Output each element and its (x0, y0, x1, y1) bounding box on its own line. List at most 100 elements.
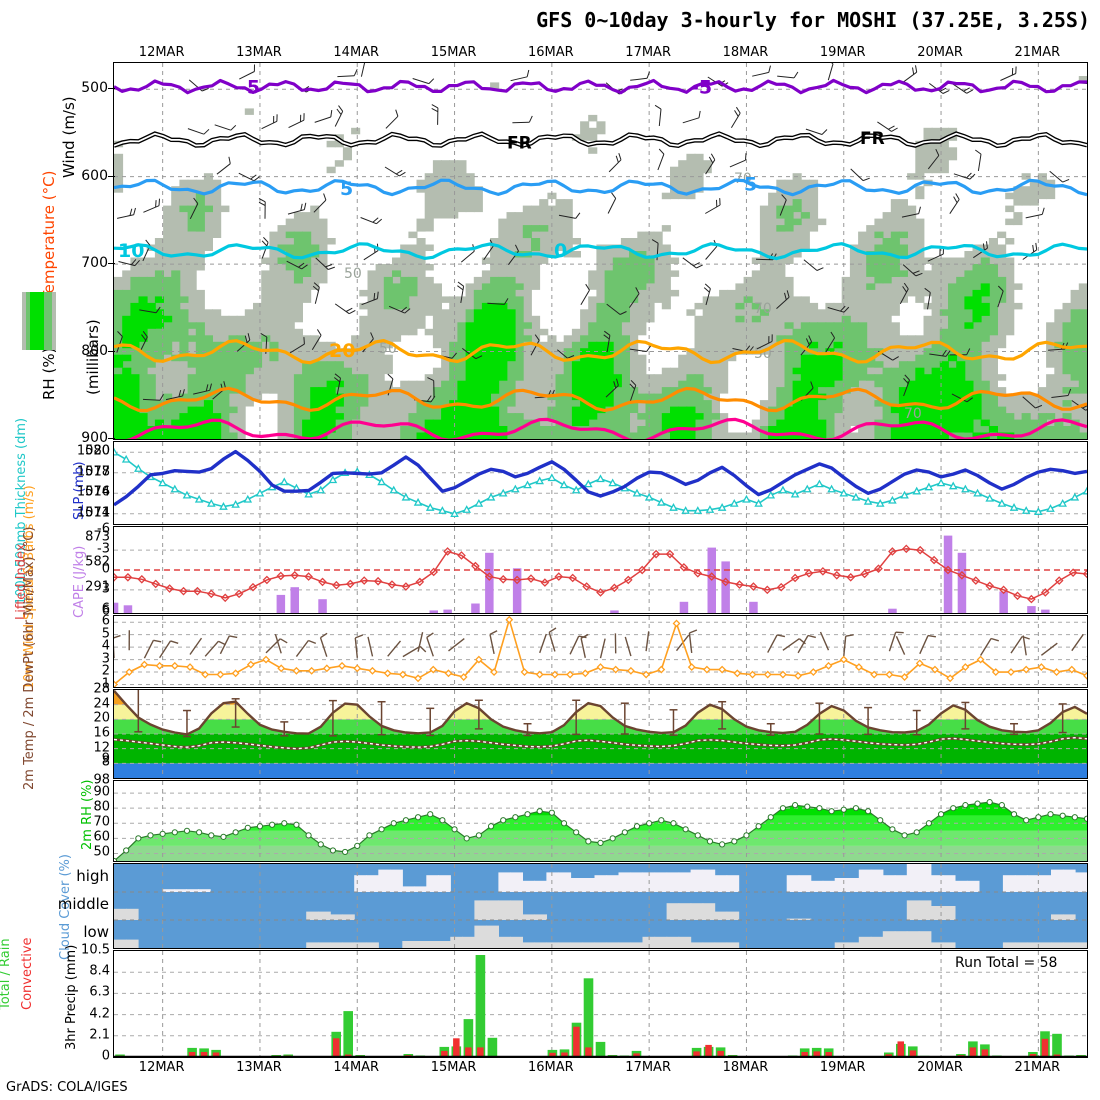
cloud-row-high: high (76, 866, 109, 885)
date-tick-19mar: 19MAR (819, 45, 866, 60)
date-tick-18mar: 18MAR (722, 45, 769, 60)
axis-tick: 1017 (76, 464, 110, 480)
axis-label-temperature-upper: Temperature (°C) (40, 170, 58, 300)
date-tick-14mar: 14MAR (333, 45, 380, 60)
date-tick-12mar: 12MAR (138, 1060, 185, 1075)
date-tick-12mar: 12MAR (138, 45, 185, 60)
date-tick-21mar: 21MAR (1014, 45, 1061, 60)
axis-tick: 28 (93, 681, 110, 697)
axis-tick: 24 (93, 696, 110, 712)
svg-text:70: 70 (754, 301, 772, 317)
date-tick-16mar: 16MAR (528, 1060, 574, 1075)
tick-mark (108, 263, 115, 265)
axis-tick: 4.2 (89, 1006, 110, 1022)
svg-text:-5: -5 (691, 76, 712, 98)
svg-text:5: 5 (340, 178, 353, 200)
cloud-row-middle: middle (57, 894, 109, 913)
axis-tick: 60 (93, 829, 110, 845)
date-tick-15mar: 15MAR (430, 45, 477, 60)
date-tick-14mar: 14MAR (333, 1060, 380, 1075)
axis-label-precip-total: Total / Rain (0, 938, 13, 1010)
axis-tick: 582 (85, 554, 110, 570)
axis-tick: 291 (85, 579, 110, 595)
date-tick-20mar: 20MAR (917, 45, 963, 60)
axis-tick: 16 (93, 725, 110, 741)
svg-text:FR: FR (507, 134, 532, 154)
axis-tick: 0 (101, 1048, 110, 1064)
page-title: GFS 0~10day 3-hourly for MOSHI (37.25E, … (536, 8, 1090, 32)
axis-tick: 2 (101, 663, 110, 679)
axis-label-wind-upper: Wind (m/s) (60, 96, 78, 178)
axis-tick: 1014 (76, 484, 110, 500)
svg-text:0: 0 (554, 240, 567, 262)
panel-slp-thickness (113, 441, 1088, 525)
axis-tick: 1020 (76, 443, 110, 459)
panel-cloud-cover (113, 863, 1088, 949)
axis-tick: 80 (93, 799, 110, 815)
axis-label-precip-conv: Convective (20, 937, 35, 1010)
axis-tick: 578 (85, 464, 110, 480)
axis-tick: 12 (93, 740, 110, 756)
date-tick-17mar: 17MAR (625, 45, 671, 60)
axis-tick: 98 (93, 772, 110, 788)
axis-tick: 2.1 (89, 1027, 110, 1043)
svg-text:-5: -5 (239, 76, 260, 98)
axis-tick: 1011 (76, 505, 110, 521)
axis-tick: 576 (85, 484, 110, 500)
credit-label: GrADS: COLA/IGES (6, 1080, 128, 1095)
axis-tick: 700 (81, 255, 108, 272)
axis-tick: 8 (101, 754, 110, 770)
axis-label-temp2m: 2m Temp / 2m DewPt (6hr Min/Max) (°C) (22, 526, 37, 790)
tick-mark (108, 438, 115, 439)
date-tick-20mar: 20MAR (917, 1060, 963, 1075)
tick-mark (108, 175, 115, 177)
panel-temp2m (113, 689, 1088, 779)
date-tick-13mar: 13MAR (236, 1060, 282, 1075)
axis-tick: 6 (101, 603, 110, 619)
date-tick-17mar: 17MAR (625, 1060, 671, 1075)
axis-tick: 90 (93, 784, 110, 800)
axis-tick: 20 (93, 710, 110, 726)
axis-tick: 3 (101, 581, 110, 597)
axis-tick: 9 (101, 751, 110, 767)
panel-precip (113, 950, 1088, 1058)
svg-text:70: 70 (904, 406, 922, 422)
axis-tick: 1 (101, 676, 110, 691)
tick-mark (108, 350, 115, 352)
axis-tick: 4 (101, 638, 110, 654)
date-tick-16mar: 16MAR (528, 45, 574, 60)
axis-tick: -6 (97, 521, 110, 537)
axis-tick: 8.4 (89, 963, 110, 979)
svg-text:10: 10 (118, 240, 144, 262)
axis-tick: 50 (93, 844, 110, 860)
axis-tick: 6 (101, 613, 110, 629)
date-tick-15mar: 15MAR (430, 1060, 477, 1075)
panel-rh2m (113, 780, 1088, 862)
axis-tick: 5 (101, 626, 110, 642)
panel-li-cape (113, 526, 1088, 614)
axis-tick: 500 (81, 80, 108, 97)
axis-tick: 0 (101, 561, 110, 577)
axis-label-rh-upper: RH (%) (40, 347, 58, 400)
axis-tick: 574 (85, 505, 110, 521)
axis-tick: 3 (101, 651, 110, 667)
date-tick-13mar: 13MAR (236, 45, 282, 60)
axis-tick: 800 (81, 342, 108, 359)
panel-upper-air: 50 50 50 70 70 70 -5 -5 FR FR 5 5 10 0 20 (113, 62, 1088, 440)
axis-tick: 873 (85, 529, 110, 545)
date-tick-21mar: 21MAR (1014, 1060, 1061, 1075)
svg-text:FR: FR (860, 129, 885, 149)
axis-tick: 70 (93, 814, 110, 830)
rh-color-key (22, 292, 56, 350)
svg-text:50: 50 (344, 266, 362, 282)
axis-tick: 900 (81, 430, 108, 446)
tick-mark (108, 88, 115, 90)
date-tick-19mar: 19MAR (819, 1060, 866, 1075)
cloud-row-low: low (83, 922, 109, 941)
date-tick-18mar: 18MAR (722, 1060, 769, 1075)
axis-tick: 6 (101, 601, 110, 617)
run-total-label: Run Total = 58 (955, 955, 1058, 971)
axis-tick: -3 (97, 541, 110, 557)
axis-tick: 6.3 (89, 984, 110, 1000)
